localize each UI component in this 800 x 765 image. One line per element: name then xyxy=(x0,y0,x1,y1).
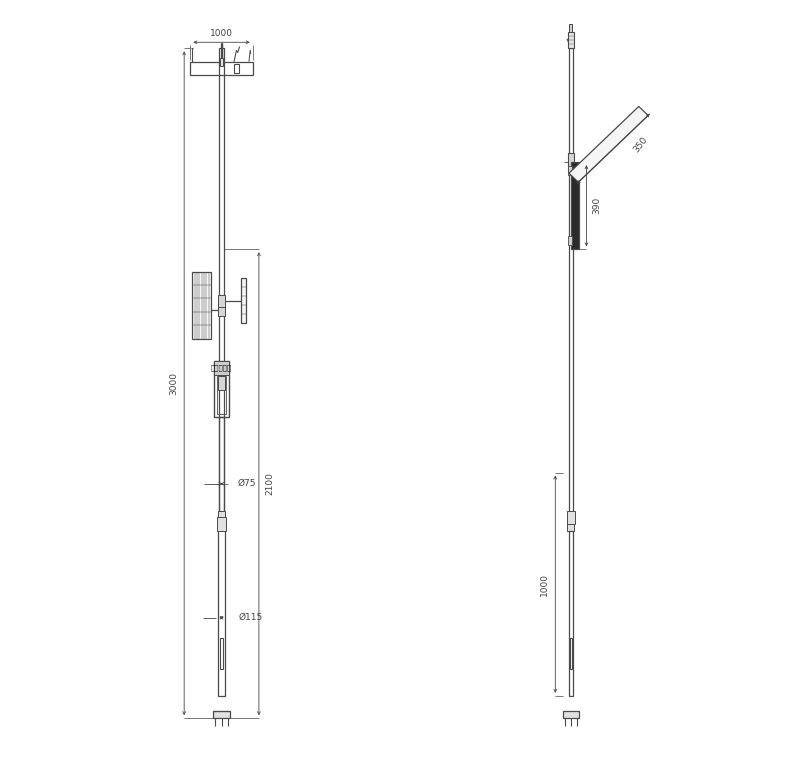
Text: 环境监测站: 环境监测站 xyxy=(211,364,232,371)
Bar xyxy=(570,24,573,31)
Text: Ø115: Ø115 xyxy=(238,614,263,622)
Text: Ø75: Ø75 xyxy=(238,479,256,488)
Bar xyxy=(218,524,225,696)
Bar xyxy=(567,510,575,524)
Bar xyxy=(190,62,253,75)
Bar xyxy=(219,48,224,517)
Bar xyxy=(567,517,574,531)
Bar xyxy=(217,376,226,414)
Bar xyxy=(570,638,572,669)
Text: 2100: 2100 xyxy=(265,472,274,495)
Bar xyxy=(568,236,572,246)
Bar xyxy=(562,711,579,718)
Bar xyxy=(218,510,225,524)
Bar xyxy=(241,278,246,323)
Text: 1000: 1000 xyxy=(210,30,233,38)
Text: 3000: 3000 xyxy=(169,372,178,395)
Bar xyxy=(192,272,211,339)
Bar xyxy=(214,361,230,375)
Bar xyxy=(214,361,230,417)
Bar xyxy=(234,64,239,73)
Bar xyxy=(214,711,230,718)
Bar xyxy=(219,417,224,517)
Bar xyxy=(220,638,222,669)
Bar xyxy=(569,531,574,696)
Bar xyxy=(571,162,579,249)
Text: 1000: 1000 xyxy=(540,573,550,596)
Bar xyxy=(568,153,574,171)
Polygon shape xyxy=(569,106,648,182)
Bar xyxy=(220,58,223,66)
Bar xyxy=(218,304,225,316)
Bar xyxy=(568,166,572,175)
Text: 390: 390 xyxy=(593,197,602,214)
Bar xyxy=(218,376,225,390)
Bar xyxy=(218,295,225,307)
Bar xyxy=(218,517,226,531)
Bar xyxy=(569,48,574,517)
Bar xyxy=(568,31,574,48)
Text: 350: 350 xyxy=(632,135,650,155)
